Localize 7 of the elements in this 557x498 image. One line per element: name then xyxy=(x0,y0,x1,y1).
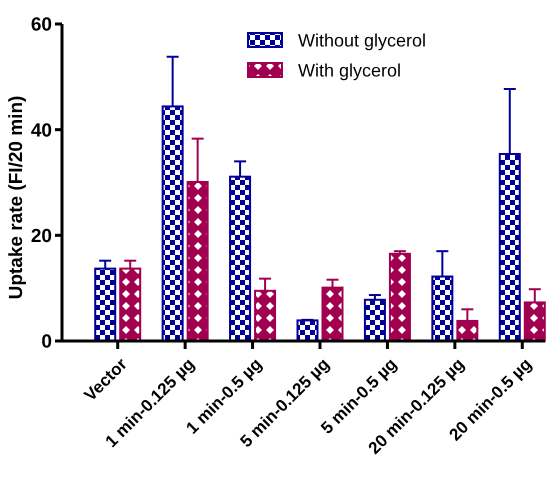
y-tick-label: 20 xyxy=(30,226,52,247)
legend-label: With glycerol xyxy=(298,60,402,80)
y-axis-title: Uptake rate (FI/20 min) xyxy=(6,96,27,300)
y-tick-label: 60 xyxy=(30,14,52,36)
legend-label: Without glycerol xyxy=(298,30,426,50)
y-tick-label: 40 xyxy=(30,120,52,142)
y-tick-label: 0 xyxy=(41,332,52,353)
